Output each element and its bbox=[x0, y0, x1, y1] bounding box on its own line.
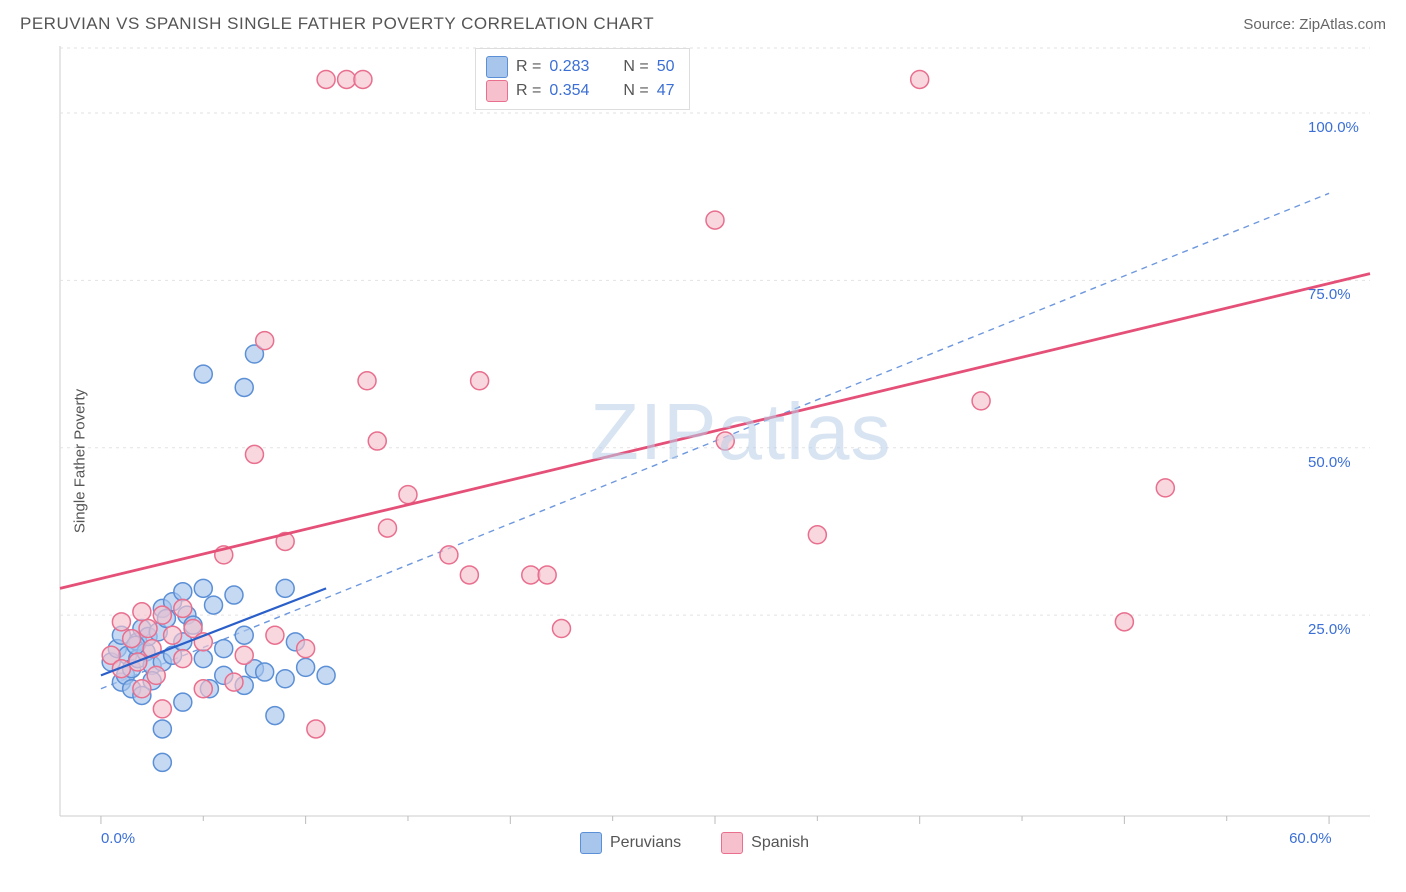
legend-r-value: 0.354 bbox=[549, 79, 589, 103]
y-axis-label: Single Father Poverty bbox=[72, 389, 89, 533]
legend-n-value: 47 bbox=[657, 79, 675, 103]
legend-n-label: N = bbox=[623, 55, 648, 79]
legend-correlation: R = 0.283 N = 50 R = 0.354 N = 47 bbox=[475, 48, 690, 110]
legend-series-label: Peruvians bbox=[610, 834, 681, 851]
scatter-plot-svg bbox=[20, 46, 1386, 832]
chart-source: Source: ZipAtlas.com bbox=[1243, 16, 1386, 33]
y-tick-label: 100.0% bbox=[1308, 119, 1359, 136]
x-tick-label: 60.0% bbox=[1289, 830, 1332, 847]
chart-header: PERUVIAN VS SPANISH SINGLE FATHER POVERT… bbox=[0, 0, 1406, 40]
y-tick-label: 50.0% bbox=[1308, 454, 1351, 471]
legend-r-label: R = bbox=[516, 55, 541, 79]
x-tick-label: 0.0% bbox=[101, 830, 135, 847]
chart-area: Single Father Poverty ZIPatlas R = 0.283… bbox=[20, 46, 1386, 876]
legend-series-label: Spanish bbox=[751, 834, 809, 851]
legend-r-label: R = bbox=[516, 79, 541, 103]
chart-title: PERUVIAN VS SPANISH SINGLE FATHER POVERT… bbox=[20, 14, 654, 34]
legend-correlation-row: R = 0.354 N = 47 bbox=[486, 79, 675, 103]
source-name: ZipAtlas.com bbox=[1299, 16, 1386, 33]
legend-swatch bbox=[486, 56, 508, 78]
legend-swatch bbox=[580, 832, 602, 854]
legend-correlation-row: R = 0.283 N = 50 bbox=[486, 55, 675, 79]
legend-n-label: N = bbox=[623, 79, 648, 103]
source-prefix: Source: bbox=[1243, 16, 1299, 33]
legend-series-item: Peruvians bbox=[580, 832, 681, 854]
legend-swatch bbox=[721, 832, 743, 854]
legend-series-item: Spanish bbox=[721, 832, 809, 854]
y-tick-label: 75.0% bbox=[1308, 286, 1351, 303]
legend-swatch bbox=[486, 80, 508, 102]
legend-series: Peruvians Spanish bbox=[580, 832, 809, 854]
legend-n-value: 50 bbox=[657, 55, 675, 79]
legend-r-value: 0.283 bbox=[549, 55, 589, 79]
y-tick-label: 25.0% bbox=[1308, 621, 1351, 638]
